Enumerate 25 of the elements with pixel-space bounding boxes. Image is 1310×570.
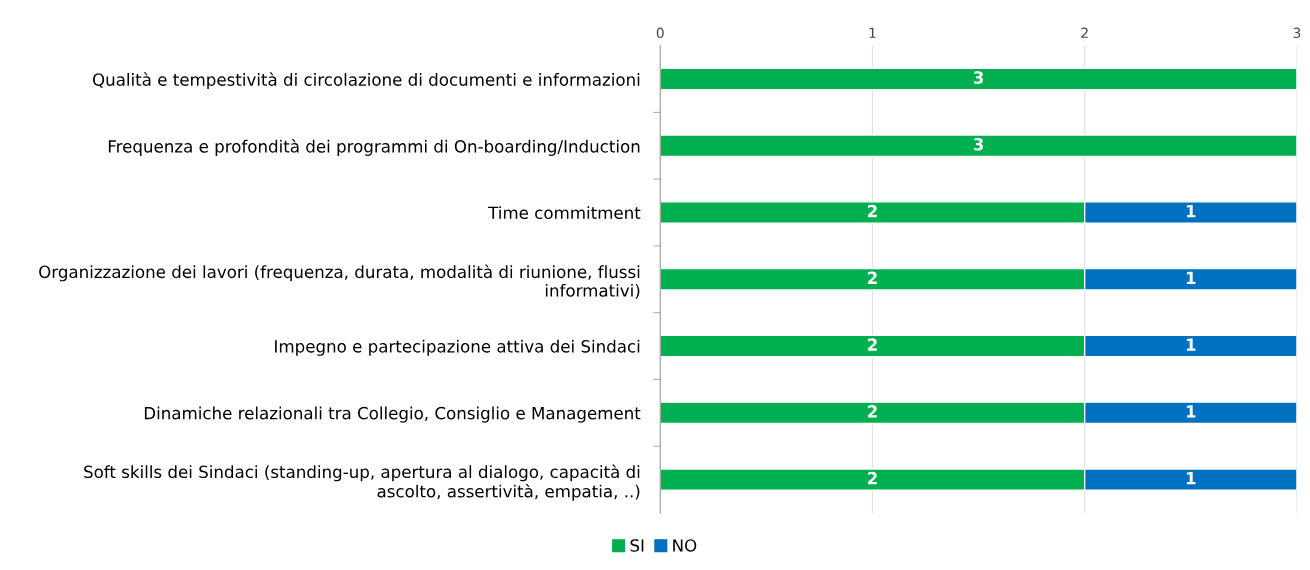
data-label: 1: [1186, 405, 1196, 418]
y-tick-label: Impegno e partecipazione attiva dei Sindaci: [275, 339, 640, 356]
data-label: 1: [1186, 204, 1196, 218]
y-tick-label: Soft skills dei Sindaci (standing-up, apertura al dialogo, capacità di ascolto, assertività, empatia, ..): [84, 464, 640, 501]
x-tick-label: 2: [1081, 27, 1088, 38]
x-tick-label: 0: [656, 27, 664, 39]
data-label: 2: [867, 204, 877, 218]
data-label: 1: [1186, 338, 1196, 351]
y-tick-label: Frequenza e profondità dei programmi di On-boarding/Induction: [108, 139, 640, 156]
legend-label: SI: [630, 539, 644, 552]
legend-label: NO: [673, 539, 697, 552]
data-label: 2: [867, 471, 877, 485]
y-tick-label: Qualità e tempestività di circolazione di documenti e informazioni: [92, 72, 640, 90]
data-label: 2: [867, 405, 877, 418]
x-tick-label: 3: [1293, 27, 1301, 39]
y-tick-label: Time commitment: [488, 206, 641, 220]
data-label: 3: [973, 137, 984, 151]
data-label: 1: [1186, 271, 1196, 284]
y-tick-label: Organizzazione dei lavori (frequenza, durata, modalità di riunione, flussi informativi): [39, 264, 640, 299]
y-tick-label: Dinamiche relazionali tra Collegio, Consiglio e Management: [144, 406, 641, 423]
data-label: 3: [973, 71, 984, 84]
data-label: 2: [867, 271, 877, 284]
data-label: 2: [867, 338, 877, 351]
data-label: 1: [1186, 472, 1196, 485]
x-tick-label: 1: [869, 27, 876, 38]
